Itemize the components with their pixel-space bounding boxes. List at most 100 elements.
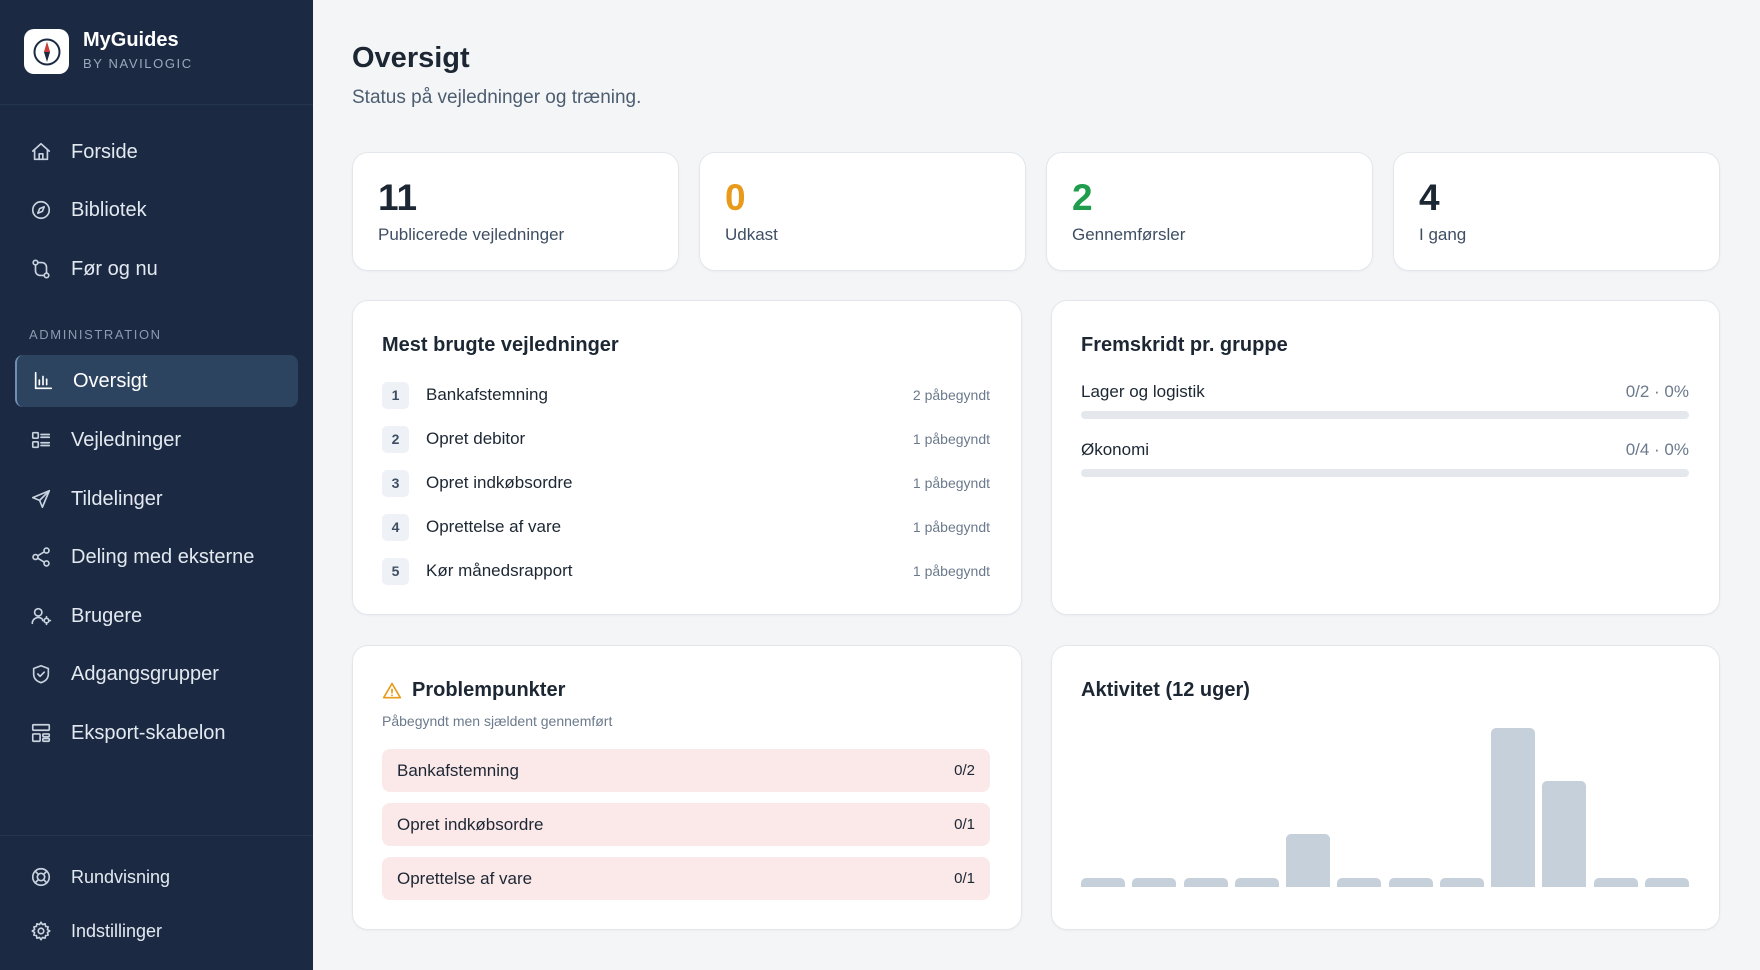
progress-bar	[1081, 469, 1689, 477]
stat-value: 4	[1419, 177, 1440, 218]
nav-item-label: Forside	[71, 140, 138, 163]
list-item[interactable]: 3 Opret indkøbsordre 1 påbegyndt	[382, 469, 990, 497]
stat-card-drafts: 0 Udkast	[699, 152, 1026, 271]
problem-points-subtitle: Påbegyndt men sjældent gennemført	[382, 713, 613, 729]
stat-card-published: 11 Publicerede vejledninger	[352, 152, 679, 271]
nav-item-label: Vejledninger	[71, 428, 182, 451]
sidebar-footer	[0, 835, 313, 970]
guide-name: Oprettelse af vare	[426, 517, 562, 536]
nav-item-label: Oversigt	[73, 369, 148, 392]
group-progress-value: 0/4 · 0%	[1625, 440, 1689, 459]
stat-value: 11	[378, 177, 418, 218]
activity-bar	[1388, 878, 1433, 887]
stat-label: Publicerede vejledninger	[378, 225, 565, 244]
nav-item-vejledninger[interactable]: Vejledninger	[15, 414, 298, 466]
brand-subtitle: BY NAVILOGIC	[83, 56, 193, 71]
lifebuoy-icon	[29, 865, 53, 889]
nav-item-forside[interactable]: Forside	[15, 126, 298, 178]
list-item[interactable]: 1 Bankafstemning 2 påbegyndt	[382, 381, 990, 409]
user-gear-icon	[29, 604, 53, 628]
rank-badge: 4	[382, 513, 409, 541]
brand-name: MyGuides	[83, 29, 179, 51]
bar-chart-icon	[31, 369, 55, 393]
problem-row[interactable]: Oprettelse af vare 0/1	[382, 857, 990, 900]
group-progress-row[interactable]: Lager og logistik 0/2 · 0%	[1081, 382, 1689, 419]
group-progress-value: 0/2 · 0%	[1625, 382, 1689, 401]
send-icon	[29, 487, 53, 511]
guide-started-count: 1 påbegyndt	[912, 519, 990, 535]
problem-points-title: Problempunkter	[412, 679, 566, 701]
card-title: Problempunkter	[382, 679, 565, 702]
stat-card-completions: 2 Gennemførsler	[1046, 152, 1373, 271]
problem-row[interactable]: Opret indkøbsordre 0/1	[382, 803, 990, 846]
list-item[interactable]: 2 Opret debitor 1 påbegyndt	[382, 425, 990, 453]
nav-item-label: Rundvisning	[71, 866, 171, 887]
nav-item-bibliotek[interactable]: Bibliotek	[15, 184, 298, 236]
activity-bar	[1542, 781, 1587, 887]
nav-item-adgangsgrupper[interactable]: Adgangsgrupper	[15, 648, 298, 700]
group-progress-card: Fremskridt pr. gruppe Lager og logistik …	[1051, 300, 1720, 615]
rank-badge: 3	[382, 469, 409, 497]
page-title: Oversigt	[352, 42, 470, 74]
rank-badge: 1	[382, 381, 409, 409]
problem-ratio: 0/1	[954, 816, 975, 833]
guide-name: Opret indkøbsordre	[426, 473, 573, 492]
stat-value: 2	[1072, 177, 1093, 218]
compass-logo-icon[interactable]	[24, 29, 69, 74]
nav-item-label: Adgangsgrupper	[71, 662, 219, 685]
page-subtitle: Status på vejledninger og træning.	[352, 87, 642, 108]
card-title: Aktivitet (12 uger)	[1081, 679, 1250, 701]
activity-bar	[1286, 834, 1331, 887]
nav-item-oversigt[interactable]: Oversigt	[15, 355, 298, 407]
nav-item-indstillinger[interactable]: Indstillinger	[15, 905, 298, 957]
list-item[interactable]: 4 Oprettelse af vare 1 påbegyndt	[382, 513, 990, 541]
template-icon	[29, 721, 53, 745]
problem-points-card: Problempunkter Påbegyndt men sjældent ge…	[352, 645, 1022, 930]
card-title: Mest brugte vejledninger	[382, 334, 619, 356]
nav-item-label: Tildelinger	[71, 487, 163, 510]
nav-item-deling-med-eksterne[interactable]: Deling med eksterne	[15, 531, 298, 583]
route-icon	[29, 257, 53, 281]
nav-item-label: Bibliotek	[71, 198, 147, 221]
group-progress-row[interactable]: Økonomi 0/4 · 0%	[1081, 440, 1689, 477]
activity-card: Aktivitet (12 uger)	[1051, 645, 1720, 930]
nav-item-foer-og-nu[interactable]: Før og nu	[15, 243, 298, 295]
guide-name: Kør månedsrapport	[426, 561, 573, 580]
guide-name: Bankafstemning	[426, 385, 548, 404]
nav-item-rundvisning[interactable]: Rundvisning	[15, 851, 298, 903]
nav-item-brugere[interactable]: Brugere	[15, 590, 298, 642]
activity-bar	[1337, 878, 1382, 887]
activity-bar	[1132, 878, 1177, 887]
stat-value: 0	[725, 177, 746, 218]
nav-item-label: Indstillinger	[71, 920, 163, 941]
activity-bar	[1439, 878, 1484, 887]
nav-item-label: Før og nu	[71, 257, 158, 280]
list-item[interactable]: 5 Kør månedsrapport 1 påbegyndt	[382, 557, 990, 585]
stat-card-in-progress: 4 I gang	[1393, 152, 1720, 271]
compass-icon	[29, 198, 53, 222]
brand-header: MyGuides BY NAVILOGIC	[0, 0, 313, 105]
nav-item-eksport-skabelon[interactable]: Eksport-skabelon	[15, 707, 298, 759]
stat-label: Udkast	[725, 225, 778, 244]
activity-bar	[1593, 878, 1638, 887]
guide-started-count: 1 påbegyndt	[912, 431, 990, 447]
problem-guide-name: Bankafstemning	[397, 760, 519, 780]
gear-icon	[29, 919, 53, 943]
rank-badge: 5	[382, 557, 409, 585]
stat-label: Gennemførsler	[1072, 225, 1186, 244]
rank-badge: 2	[382, 425, 409, 453]
warning-icon	[382, 682, 402, 698]
group-name: Økonomi	[1081, 440, 1150, 459]
shield-icon	[29, 662, 53, 686]
section-label-administration: ADMINISTRATION	[29, 327, 162, 342]
guide-name: Opret debitor	[426, 429, 526, 448]
list-icon	[29, 428, 53, 452]
problem-guide-name: Oprettelse af vare	[397, 868, 533, 888]
card-title: Fremskridt pr. gruppe	[1081, 334, 1288, 356]
nav-item-tildelinger[interactable]: Tildelinger	[15, 473, 298, 525]
guide-started-count: 1 påbegyndt	[912, 563, 990, 579]
most-used-card: Mest brugte vejledninger 1 Bankafstemnin…	[352, 300, 1022, 615]
activity-bar	[1491, 728, 1536, 887]
guide-started-count: 2 påbegyndt	[912, 387, 990, 403]
problem-row[interactable]: Bankafstemning 0/2	[382, 749, 990, 792]
